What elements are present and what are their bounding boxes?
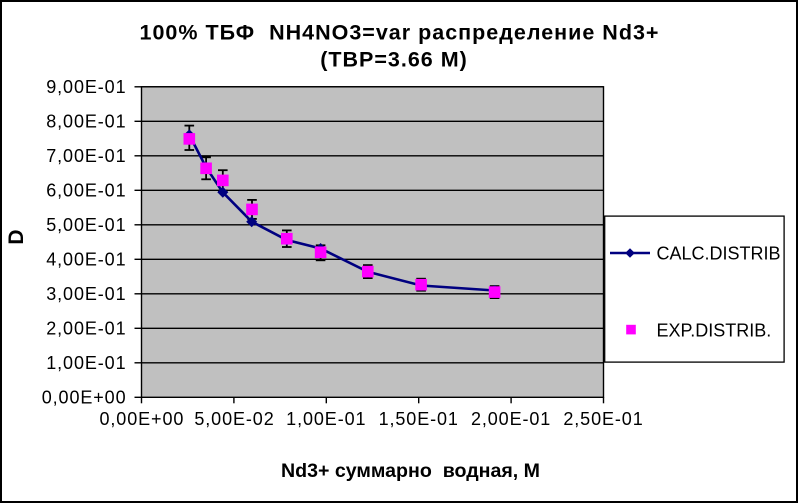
svg-text:4,00E-01: 4,00E-01 (46, 249, 126, 269)
svg-text:1,00E-01: 1,00E-01 (286, 409, 366, 429)
svg-text:6,00E-01: 6,00E-01 (46, 180, 126, 200)
svg-text:100% ТБФ NH4NO3=var распредел: 100% ТБФ NH4NO3=var распределение Nd3+ (140, 20, 660, 44)
svg-text:2,50E-01: 2,50E-01 (563, 409, 643, 429)
svg-text:5,00E-02: 5,00E-02 (194, 409, 274, 429)
svg-text:CALC.DISTRIB: CALC.DISTRIB (657, 243, 781, 263)
svg-text:7,00E-01: 7,00E-01 (46, 146, 126, 166)
svg-text:2,00E-01: 2,00E-01 (46, 318, 126, 338)
svg-text:1,00E-01: 1,00E-01 (46, 353, 126, 373)
svg-text:(TBP=3.66 M): (TBP=3.66 M) (320, 47, 468, 71)
svg-text:0,00E+00: 0,00E+00 (42, 387, 127, 407)
svg-text:2,00E-01: 2,00E-01 (471, 409, 551, 429)
svg-text:9,00E-01: 9,00E-01 (46, 77, 126, 97)
svg-text:8,00E-01: 8,00E-01 (46, 111, 126, 131)
svg-text:D: D (5, 229, 28, 244)
svg-text:Nd3+ суммарно водная, М: Nd3+ суммарно водная, М (281, 460, 540, 482)
svg-text:1,50E-01: 1,50E-01 (379, 409, 459, 429)
svg-text:3,00E-01: 3,00E-01 (46, 284, 126, 304)
svg-text:EXP.DISTRIB.: EXP.DISTRIB. (657, 320, 772, 340)
svg-text:0,00E+00: 0,00E+00 (100, 409, 185, 429)
svg-text:5,00E-01: 5,00E-01 (46, 215, 126, 235)
